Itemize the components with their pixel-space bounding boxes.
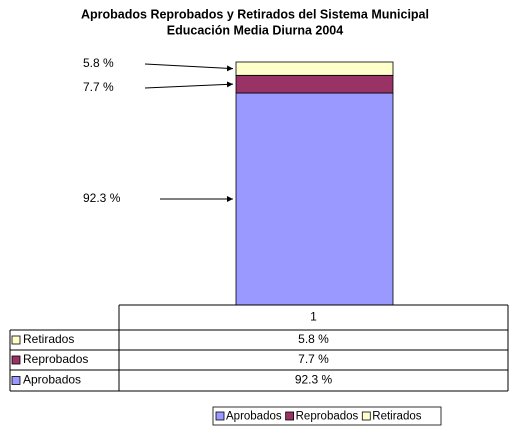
bar-segment bbox=[235, 92, 394, 306]
table-cell: 92.3 % bbox=[295, 373, 333, 387]
chart-title: Educación Media Diurna 2004 bbox=[167, 23, 343, 37]
legend-box bbox=[212, 406, 442, 426]
data-label: 5.8 % bbox=[83, 56, 114, 70]
bar-segment bbox=[235, 61, 394, 76]
legend-label: Retirados bbox=[372, 411, 421, 423]
table-cell: 7.7 % bbox=[298, 352, 329, 366]
legend-swatch bbox=[11, 376, 21, 385]
data-label: 7.7 % bbox=[83, 80, 114, 94]
table-header: 1 bbox=[310, 310, 317, 324]
legend-label: Reprobados bbox=[296, 411, 359, 423]
table-row-label: Reprobados bbox=[23, 352, 88, 366]
table-cell: 5.8 % bbox=[298, 332, 329, 346]
data-label: 92.3 % bbox=[83, 191, 121, 205]
annotation-arrow bbox=[144, 81, 234, 89]
legend-swatch bbox=[215, 411, 225, 421]
legend-swatch bbox=[11, 355, 21, 365]
table-row-label: Aprobados bbox=[23, 373, 81, 387]
chart-title: Aprobados Reprobados y Retirados del Sis… bbox=[81, 7, 429, 21]
legend-swatch bbox=[11, 335, 21, 345]
legend-label: Aprobados bbox=[226, 411, 282, 423]
legend-swatch bbox=[361, 411, 371, 421]
annotation-arrow bbox=[144, 63, 234, 72]
legend-swatch bbox=[285, 411, 295, 421]
table-row-label: Retirados bbox=[23, 332, 74, 346]
bar-segment bbox=[235, 74, 394, 94]
